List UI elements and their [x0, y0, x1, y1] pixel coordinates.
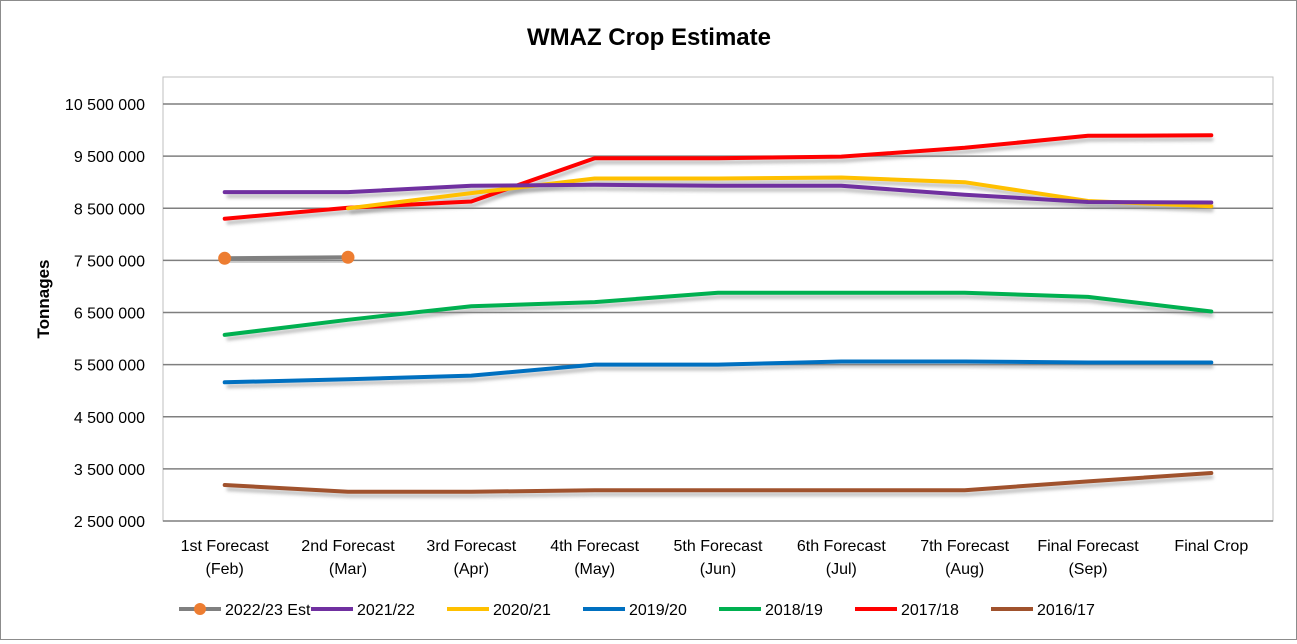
- x-axis-ticks: 1st Forecast (Feb) 2nd Forecast (Mar) 3rd Fo…: [181, 538, 1249, 578]
- gridlines: [163, 103, 1273, 522]
- legend-label-2022-23-est: 2022/23 Est: [225, 602, 311, 619]
- legend-label-2016-17: 2016/17: [1037, 602, 1095, 619]
- y-tick-label: 6 500 000: [74, 306, 145, 323]
- legend-label-2017-18: 2017/18: [901, 602, 959, 619]
- y-tick-label: 2 500 000: [74, 514, 145, 531]
- data-point-2022-23-est: [341, 250, 355, 264]
- x-tick-label: 2nd Forecast (Mar): [301, 538, 395, 578]
- series-line-2017-18: [222, 133, 1214, 221]
- x-tick-label: 6th Forecast (Jul): [797, 538, 886, 578]
- x-tick-label: 1st Forecast (Feb): [181, 538, 270, 578]
- series-line-2020-21: [346, 175, 1214, 211]
- legend-label-2021-22: 2021/22: [357, 602, 415, 619]
- legend-label-2020-21: 2020/21: [493, 602, 551, 619]
- series-line-2022-23-est: [222, 255, 350, 261]
- y-tick-label: 4 500 000: [74, 410, 145, 427]
- y-tick-label: 9 500 000: [74, 149, 145, 166]
- y-tick-label: 5 500 000: [74, 358, 145, 375]
- legend-marker-2022-23-est: [194, 603, 206, 615]
- legend-label-2018-19: 2018/19: [765, 602, 823, 619]
- x-tick-label: 5th Forecast (Jun): [674, 538, 763, 578]
- chart-title: WMAZ Crop Estimate: [527, 24, 771, 51]
- series-shadow-2016-17: [226, 475, 1214, 498]
- x-tick-label: 7th Forecast (Aug): [920, 538, 1009, 578]
- series-markers: [218, 250, 355, 265]
- x-tick-label: 3rd Forecast (Apr): [426, 538, 516, 578]
- series-shadow-2019-20: [226, 363, 1214, 389]
- legend: 2022/23 Est 2021/22 2020/21 2019/20 2018/19 2…: [179, 602, 1095, 619]
- series-line-2019-20: [222, 359, 1214, 385]
- x-tick-label: 4th Forecast (May): [550, 538, 639, 578]
- y-tick-label: 10 500 000: [65, 97, 145, 114]
- x-tick-label: Final Forecast (Sep): [1037, 538, 1139, 578]
- y-tick-label: 8 500 000: [74, 201, 145, 218]
- y-tick-label: 7 500 000: [74, 253, 145, 270]
- series-shadow-2021-22: [226, 186, 1214, 209]
- series-line-2021-22: [222, 182, 1214, 205]
- data-point-2022-23-est: [218, 251, 232, 265]
- y-tick-label: 3 500 000: [74, 462, 145, 479]
- series-shadow-2022-23-est: [226, 259, 351, 265]
- series-shadow-2018-19: [226, 294, 1214, 341]
- x-tick-label: Final Crop: [1174, 538, 1248, 555]
- legend-label-2019-20: 2019/20: [629, 602, 687, 619]
- series-shadow-2017-18: [226, 137, 1214, 225]
- series-line-2018-19: [222, 290, 1214, 337]
- series-line-2016-17: [222, 471, 1214, 494]
- series-lines: [222, 133, 1214, 494]
- y-axis-label: Tonnages: [34, 259, 53, 338]
- y-axis-ticks: 2 500 000 3 500 000 4 500 000 5 500 000 6 50…: [65, 97, 145, 531]
